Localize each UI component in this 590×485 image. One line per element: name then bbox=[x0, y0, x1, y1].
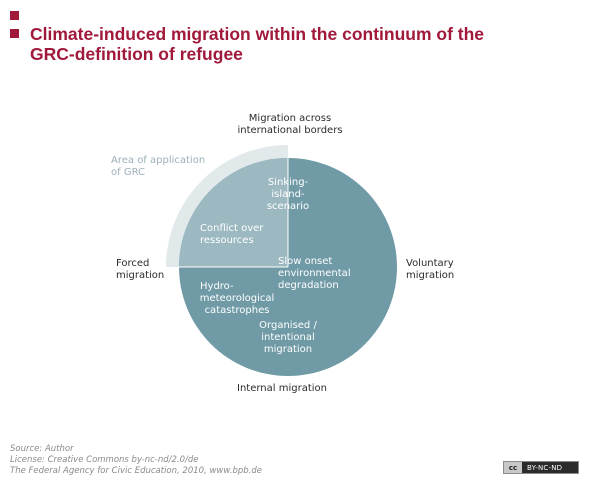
axis-label-left: Forced migration bbox=[116, 258, 165, 281]
cc-icon: cc bbox=[504, 462, 522, 473]
title-line-2: GRC-definition of refugee bbox=[30, 44, 243, 64]
segment-hydro-meteorological: Hydro- meteorological catastrophes bbox=[199, 281, 275, 316]
cc-license-badge: cc BY-NC-ND bbox=[503, 461, 579, 474]
footer-publisher: The Federal Agency for Civic Education, … bbox=[10, 466, 262, 476]
grc-quadrant bbox=[179, 158, 288, 267]
title-bullet bbox=[10, 29, 19, 38]
axis-label-top: Migration across international borders bbox=[237, 113, 343, 136]
title-bullet-top bbox=[10, 11, 19, 20]
cc-badge-label: BY-NC-ND bbox=[527, 463, 563, 472]
grc-area-label: Area of application of GRC bbox=[111, 155, 206, 178]
footer-source: Source: Author bbox=[10, 444, 74, 454]
segment-sinking-island: Sinking- island- scenario bbox=[266, 177, 310, 212]
axis-label-right: Voluntary migration bbox=[406, 258, 455, 281]
grc-area-band bbox=[166, 145, 288, 267]
segment-organised-migration: Organised / intentional migration bbox=[259, 320, 317, 355]
footer-license: License: Creative Commons by-nc-nd/2.0/d… bbox=[10, 455, 199, 465]
title-line-1: Climate-induced migration within the con… bbox=[30, 24, 485, 44]
axis-label-bottom: Internal migration bbox=[237, 383, 327, 394]
segment-slow-onset: Slow onset environmental degradation bbox=[278, 256, 351, 291]
segment-conflict-resources: Conflict over ressources bbox=[200, 223, 264, 246]
page-title: Climate-induced migration within the con… bbox=[30, 24, 484, 64]
footer-credits: Source: Author License: Creative Commons… bbox=[10, 444, 262, 477]
